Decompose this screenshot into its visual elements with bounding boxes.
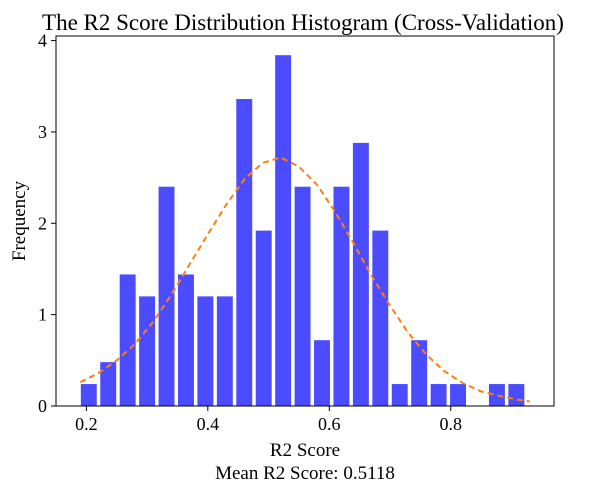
histogram-bar [216,296,233,406]
histogram-bar [139,296,156,406]
histogram-bar [236,99,253,406]
histogram-bar [372,230,389,406]
histogram-bar [119,274,136,406]
y-axis-ticks: 0 1 2 3 4 [38,31,56,416]
y-tick-label: 1 [38,305,47,325]
chart-title: The R2 Score Distribution Histogram (Cro… [42,10,564,35]
plot-frame [55,35,555,407]
x-axis-ticks: 0.2 0.4 0.6 0.8 [75,406,462,434]
histogram-bar [488,384,505,406]
histogram-bar [352,142,369,406]
histogram-bar [158,186,175,406]
histogram-bar [333,186,350,406]
histogram-bar [275,55,292,407]
x-tick-label: 0.6 [318,414,341,434]
histogram-bar [255,230,272,406]
y-tick-label: 4 [38,31,47,51]
x-tick-label: 0.8 [440,414,463,434]
y-tick-label: 0 [38,396,47,416]
histogram-bar [391,384,408,406]
x-tick-label: 0.2 [75,414,98,434]
kde-curve [79,156,530,403]
histogram-bar [411,340,428,406]
y-axis-label: Frequency [9,180,30,261]
histogram-bar [197,296,214,406]
histogram-bar [177,274,194,406]
histogram-bar [508,384,525,406]
x-axis-label: R2 Score [270,440,340,461]
x-tick-label: 0.4 [197,414,220,434]
y-tick-label: 2 [38,213,47,233]
histogram-bar [450,384,467,406]
mean-score-caption: Mean R2 Score: 0.5118 [215,463,395,484]
histogram-bar [430,384,447,406]
histogram-bar [314,340,330,406]
y-tick-label: 3 [38,122,47,142]
bars-group [80,55,525,407]
histogram-bar [100,362,117,406]
histogram-bar [80,384,97,406]
histogram-bar [294,186,311,406]
